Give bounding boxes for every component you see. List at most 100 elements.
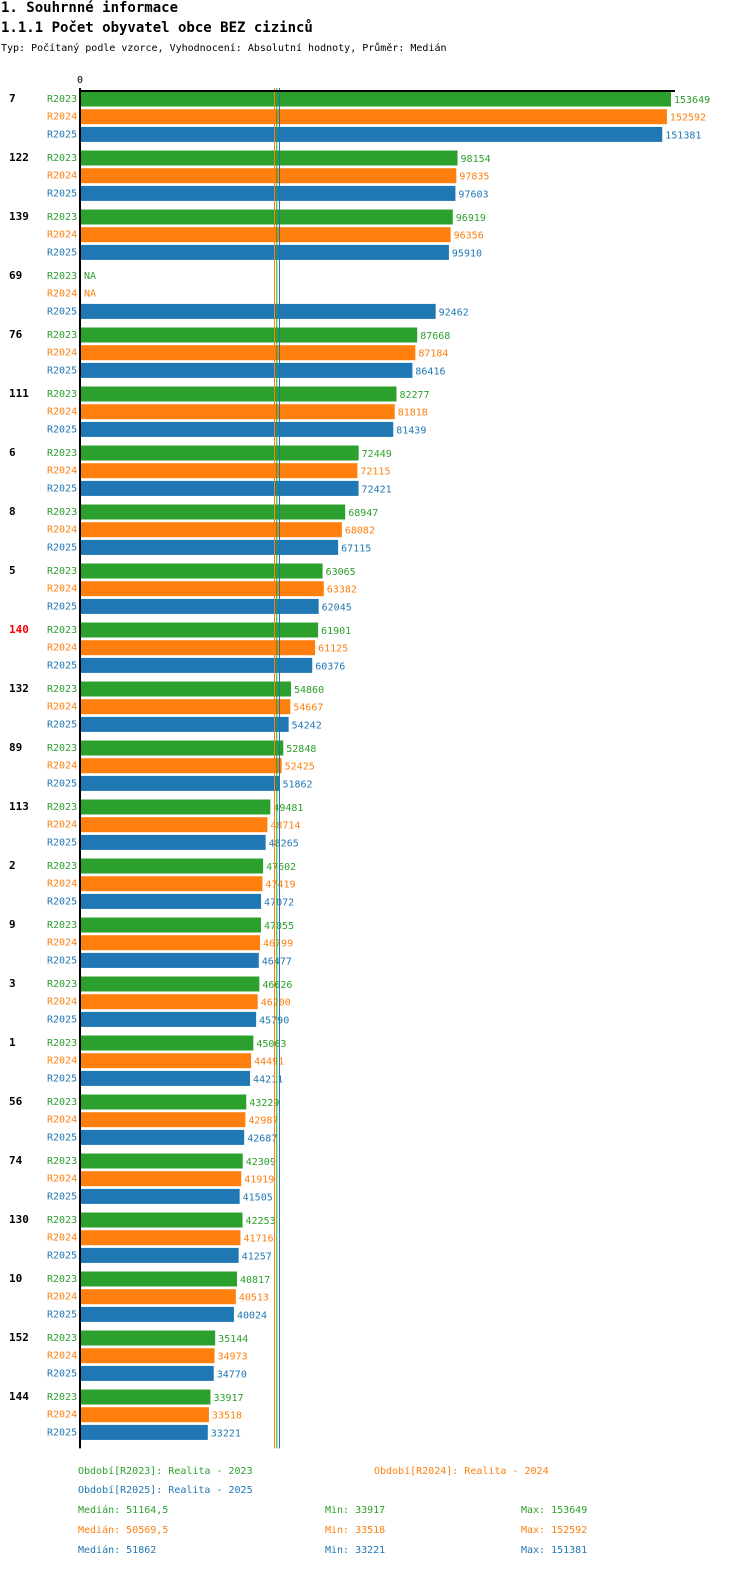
- series-label: R2023: [47, 1215, 77, 1226]
- series-label: R2025: [47, 483, 77, 494]
- series-label: R2023: [47, 743, 77, 754]
- bar-value-label: 42253: [246, 1216, 276, 1227]
- bar: [80, 185, 456, 201]
- bar: [80, 935, 261, 951]
- bar: [80, 581, 324, 597]
- series-label: R2024: [47, 1174, 77, 1185]
- bar-value-label: 86416: [415, 366, 445, 377]
- chart-subtitle: Typ: Počítaný podle vzorce, Vyhodnocení:…: [1, 43, 447, 54]
- bar-value-label: 48714: [270, 821, 300, 832]
- bar: [80, 1011, 257, 1027]
- series-label: R2024: [47, 289, 77, 300]
- legend-item-r2024: Období[R2024]: Realita - 2024: [374, 1466, 549, 1477]
- series-label: R2023: [47, 1392, 77, 1403]
- series-label: R2025: [47, 896, 77, 907]
- bar-value-label: 43229: [249, 1098, 279, 1109]
- bar-value-label: 81818: [398, 408, 428, 419]
- series-label: R2023: [47, 94, 77, 105]
- bar: [80, 421, 394, 437]
- bar-value-label: 82277: [399, 390, 429, 401]
- series-label: R2025: [47, 1427, 77, 1438]
- bar: [80, 345, 416, 361]
- bar-value-label: 97835: [459, 172, 489, 183]
- series-label: R2025: [47, 1132, 77, 1143]
- series-label: R2023: [47, 389, 77, 400]
- bar-value-label: 96356: [454, 231, 484, 242]
- series-label: R2023: [47, 920, 77, 931]
- bar-value-label: 87668: [420, 331, 450, 342]
- series-label: R2024: [47, 112, 77, 123]
- bar-value-label: 68947: [348, 508, 378, 519]
- legend-min-r2023: Min: 33917: [325, 1505, 386, 1516]
- na-label: NA: [84, 271, 96, 282]
- bar-value-label: 98154: [461, 154, 491, 165]
- bar: [80, 858, 264, 874]
- bar: [80, 876, 263, 892]
- bar-value-label: 40817: [240, 1275, 270, 1286]
- bar: [80, 109, 667, 125]
- bar-value-label: 62045: [322, 602, 352, 613]
- group-label: 7: [9, 92, 16, 105]
- series-label: R2025: [47, 188, 77, 199]
- bar-value-label: 54860: [294, 685, 324, 696]
- bar: [80, 244, 449, 260]
- bar-value-label: 41505: [243, 1192, 273, 1203]
- bar: [80, 917, 261, 933]
- bar-value-label: 44211: [253, 1074, 283, 1085]
- bar-value-label: 60376: [315, 661, 345, 672]
- group-label: 1: [9, 1036, 16, 1049]
- series-label: R2023: [47, 507, 77, 518]
- bar-value-label: 152592: [670, 113, 706, 124]
- bar: [80, 522, 342, 538]
- bar-value-label: 54242: [292, 720, 322, 731]
- series-label: R2025: [47, 306, 77, 317]
- series-label: R2024: [47, 820, 77, 831]
- bar: [80, 1230, 241, 1246]
- bar: [80, 1424, 208, 1440]
- bar: [80, 150, 458, 166]
- group-label: 9: [9, 918, 16, 931]
- bar: [80, 952, 259, 968]
- series-label: R2023: [47, 979, 77, 990]
- bar-value-label: 42987: [248, 1116, 278, 1127]
- bar: [80, 480, 359, 496]
- bar-value-label: 46200: [261, 998, 291, 1009]
- legend-max-r2023: Max: 153649: [521, 1505, 588, 1516]
- bar-value-label: 48265: [269, 838, 299, 849]
- series-label: R2023: [47, 625, 77, 636]
- bar-value-label: 33518: [212, 1411, 242, 1422]
- series-label: R2025: [47, 837, 77, 848]
- series-label: R2024: [47, 938, 77, 949]
- bar: [80, 445, 359, 461]
- series-label: R2024: [47, 1351, 77, 1362]
- series-label: R2025: [47, 247, 77, 258]
- na-label: NA: [84, 289, 96, 300]
- group-label: 113: [9, 800, 29, 813]
- bar-value-label: 45063: [256, 1039, 286, 1050]
- bar: [80, 1171, 242, 1187]
- group-label: 74: [9, 1154, 23, 1167]
- group-label: 140: [9, 623, 29, 636]
- bar-value-label: 67115: [341, 543, 371, 554]
- legend-max-r2025: Max: 151381: [521, 1545, 588, 1556]
- series-label: R2023: [47, 1274, 77, 1285]
- bar: [80, 799, 271, 815]
- bar-value-label: 41919: [244, 1175, 274, 1186]
- bar: [80, 775, 280, 791]
- series-label: R2023: [47, 1038, 77, 1049]
- group-label: 144: [9, 1390, 29, 1403]
- bar: [80, 817, 268, 833]
- bar-value-label: 92462: [439, 307, 469, 318]
- group-label: 6: [9, 446, 16, 459]
- bar-value-label: 33221: [211, 1428, 241, 1439]
- series-label: R2025: [47, 1309, 77, 1320]
- series-label: R2024: [47, 761, 77, 772]
- bar-value-label: 44491: [254, 1057, 284, 1068]
- group-label: 76: [9, 328, 23, 341]
- series-label: R2023: [47, 153, 77, 164]
- group-label: 2: [9, 859, 16, 872]
- bar: [80, 681, 292, 697]
- legend-max-r2024: Max: 152592: [521, 1525, 588, 1536]
- bar: [80, 893, 262, 909]
- bar: [80, 539, 339, 555]
